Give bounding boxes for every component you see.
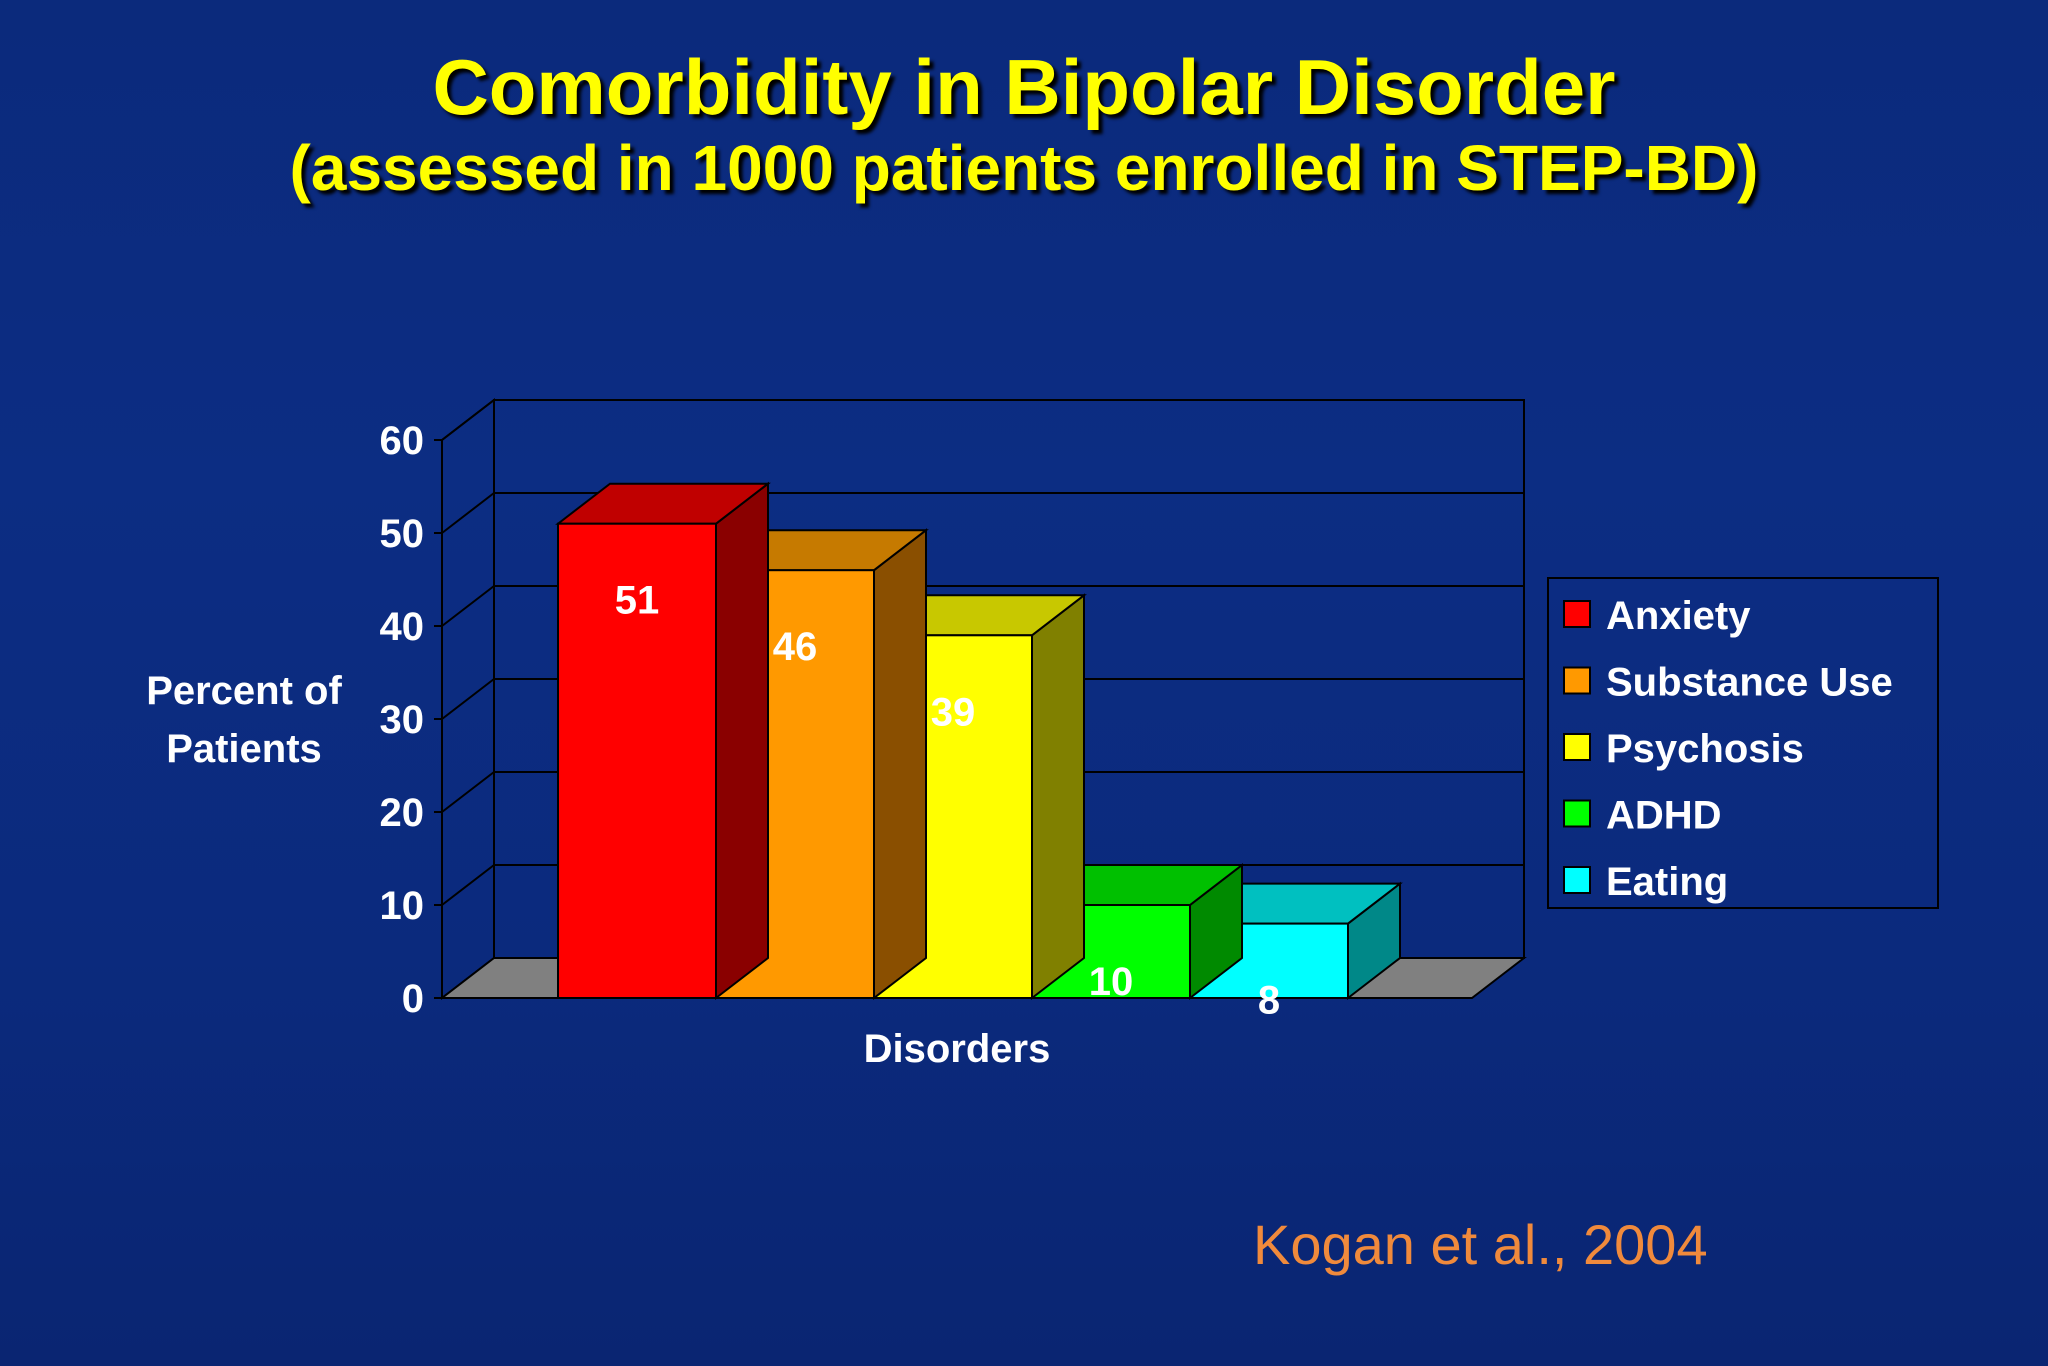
y-axis-title-line1: Percent of: [146, 669, 342, 713]
slide-subtitle: (assessed in 1000 patients enrolled in S…: [289, 132, 1759, 204]
legend-swatch-psychosis: [1563, 733, 1591, 761]
data-label-eating: 8: [1258, 979, 1280, 1023]
y-tick-label: 20: [380, 791, 425, 835]
bar-side-psychosis: [1031, 593, 1085, 1001]
legend-label-substance-use: Substance Use: [1606, 661, 1893, 705]
data-label-psychosis: 39: [931, 690, 976, 734]
legend-swatch-anxiety: [1563, 600, 1591, 628]
legend-box: [1547, 577, 1939, 909]
x-axis-title: Disorders: [864, 1027, 1051, 1071]
bar-side-anxiety: [715, 481, 769, 1001]
y-tick-label: 60: [380, 419, 425, 463]
y-tick-label: 10: [380, 884, 425, 928]
gridline-side: [441, 585, 495, 627]
gridline-side: [441, 399, 495, 441]
legend-label-anxiety: Anxiety: [1606, 594, 1751, 638]
legend-swatch-eating: [1563, 866, 1591, 894]
gridline-side: [441, 492, 495, 534]
y-tick-label: 50: [380, 512, 425, 556]
legend-swatch-adhd: [1563, 799, 1591, 828]
y-tick-label: 30: [380, 698, 425, 742]
data-label-substance-use: 46: [773, 625, 818, 669]
data-label-adhd: 10: [1089, 960, 1134, 1004]
gridline-side: [441, 678, 495, 720]
bar-anxiety: [557, 522, 717, 999]
legend-label-eating: Eating: [1606, 860, 1728, 904]
gridline-side: [441, 864, 495, 906]
legend-swatch-substance-use: [1563, 666, 1591, 695]
gridline-side: [441, 771, 495, 813]
data-label-anxiety: 51: [615, 579, 660, 623]
slide-title: Comorbidity in Bipolar Disorder: [432, 43, 1616, 131]
legend-label-adhd: ADHD: [1606, 794, 1722, 838]
legend-label-psychosis: Psychosis: [1606, 727, 1804, 771]
y-tick-label: 0: [402, 977, 424, 1021]
y-axis-title-line2: Patients: [166, 727, 322, 771]
bar-side-substance-use: [873, 528, 927, 1001]
y-tick-label: 40: [380, 605, 425, 649]
citation: Kogan et al., 2004: [1253, 1213, 1708, 1276]
